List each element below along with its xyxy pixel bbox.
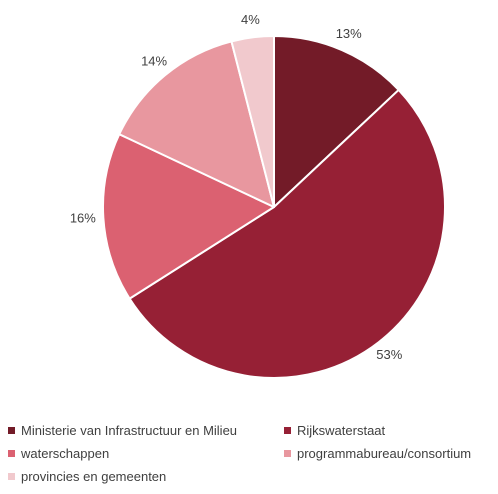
legend-item-provincies: provincies en gemeenten	[8, 469, 166, 485]
pie-slice-waterschappen	[102, 133, 275, 300]
data-label-rijkswaterstaat: 53%	[376, 347, 402, 362]
legend-label-provincies: provincies en gemeenten	[21, 469, 167, 484]
pie-slice-programmabureau	[118, 40, 275, 208]
pie-slice-rijkswaterstaat	[128, 88, 446, 379]
legend-item-waterschappen: waterschappen	[8, 446, 109, 462]
data-label-provincies: 4%	[241, 12, 260, 27]
legend-swatch-waterschappen	[8, 450, 15, 457]
legend-label-programmabureau: programmabureau/consortium	[297, 446, 472, 461]
legend-label-rijkswaterstaat: Rijkswaterstaat	[297, 423, 386, 438]
legend-swatch-provincies	[8, 473, 15, 480]
pie-data-labels: 13% 53% 16% 14% 4%	[70, 12, 403, 362]
pie-slice-ministerie	[273, 35, 400, 208]
pie-chart: 13% 53% 16% 14% 4%	[70, 12, 446, 379]
legend-item-ministerie: Ministerie van Infrastructuur en Milieu	[8, 423, 237, 439]
legend-row-2: waterschappen programmabureau/consortium	[8, 446, 498, 469]
legend-swatch-ministerie	[8, 427, 15, 434]
pie-slice-provincies	[230, 35, 275, 208]
legend-label-ministerie: Ministerie van Infrastructuur en Milieu	[21, 423, 238, 438]
legend-row-3: provincies en gemeenten	[8, 469, 498, 492]
pie-slices	[102, 35, 446, 379]
legend-swatch-rijkswaterstaat	[284, 427, 291, 434]
data-label-ministerie: 13%	[336, 26, 362, 41]
data-label-programmabureau: 14%	[141, 54, 167, 69]
legend: Ministerie van Infrastructuur en Milieu …	[8, 423, 498, 492]
data-label-waterschappen: 16%	[70, 210, 96, 225]
legend-item-rijkswaterstaat: Rijkswaterstaat	[284, 423, 385, 439]
legend-item-programmabureau: programmabureau/consortium	[284, 446, 471, 462]
legend-label-waterschappen: waterschappen	[21, 446, 110, 461]
legend-row-1: Ministerie van Infrastructuur en Milieu …	[8, 423, 498, 446]
legend-swatch-programmabureau	[284, 450, 291, 457]
